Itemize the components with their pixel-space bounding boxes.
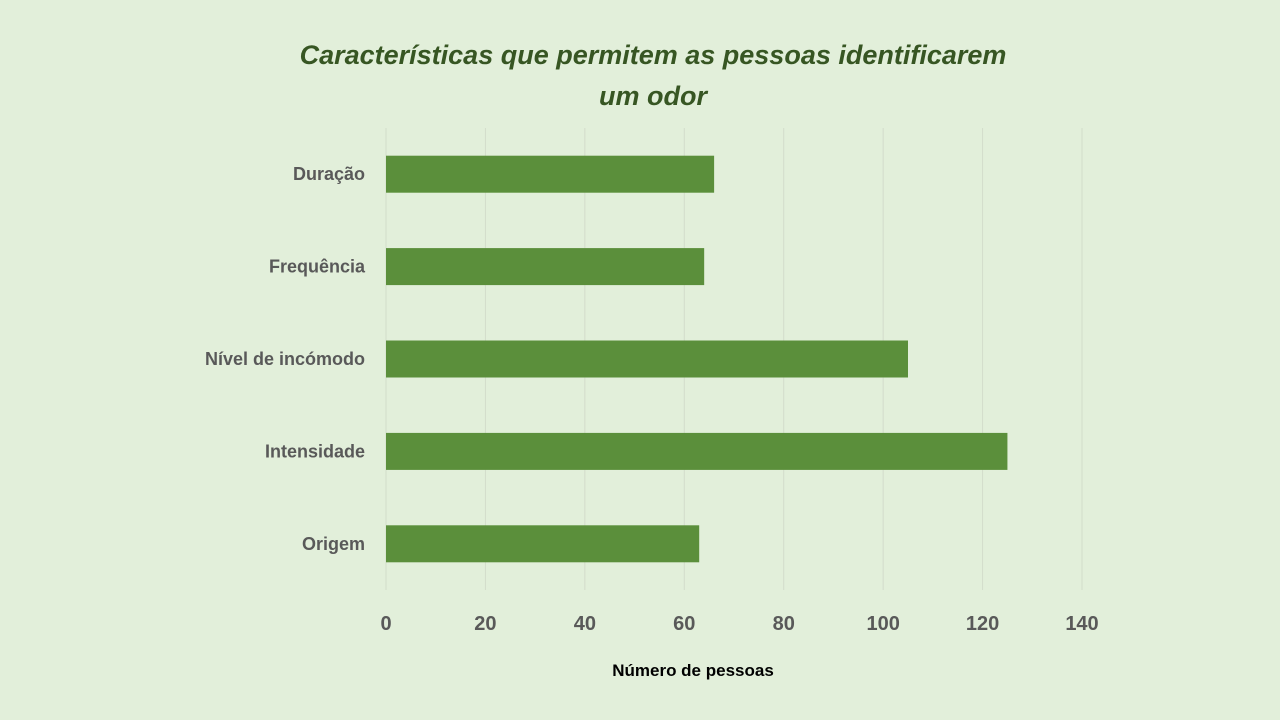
- bar-1: [386, 248, 705, 286]
- category-label: Nível de incómodo: [205, 349, 365, 369]
- x-tick-label: 140: [1065, 613, 1098, 635]
- bar-0: [386, 155, 715, 193]
- x-tick-label: 120: [966, 613, 999, 635]
- x-tick-label: 0: [380, 613, 391, 635]
- bar-4: [386, 525, 700, 563]
- x-tick-label: 80: [773, 613, 795, 635]
- bar-2: [386, 340, 908, 378]
- category-label: Origem: [302, 534, 365, 554]
- x-tick-label: 40: [574, 613, 596, 635]
- category-label: Duração: [293, 164, 365, 184]
- category-label: Frequência: [269, 257, 366, 277]
- category-labels: Duração Frequência Nível de incómodo Intens…: [205, 164, 366, 554]
- chart-title: Características que permitem as pessoas …: [300, 40, 1007, 111]
- chart-title-line-2: um odor: [599, 81, 708, 111]
- chart-title-line-1: Características que permitem as pessoas …: [300, 40, 1007, 70]
- x-tick-labels: 0 20 40 60 80 100 120 140: [380, 613, 1098, 635]
- category-label: Intensidade: [265, 441, 365, 461]
- bars: [386, 155, 1008, 563]
- x-tick-label: 100: [866, 613, 899, 635]
- x-axis-title: Número de pessoas: [612, 661, 774, 680]
- bar-3: [386, 432, 1008, 470]
- x-tick-label: 60: [673, 613, 695, 635]
- x-tick-label: 20: [474, 613, 496, 635]
